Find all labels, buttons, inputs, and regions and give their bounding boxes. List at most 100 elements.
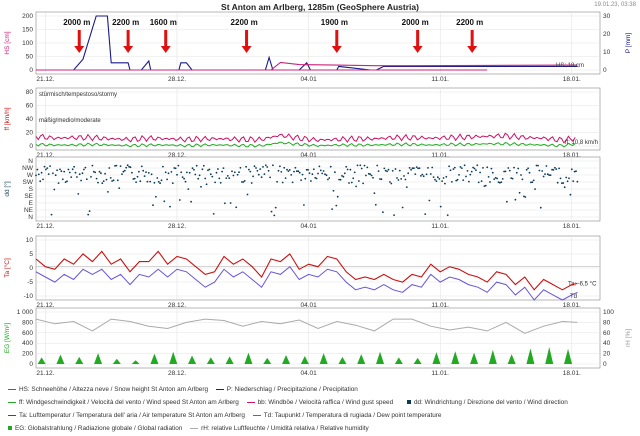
dd-point bbox=[401, 206, 404, 209]
dd-point bbox=[525, 168, 528, 171]
dd-point bbox=[335, 204, 338, 207]
dd-point bbox=[520, 174, 522, 176]
dd-point bbox=[66, 180, 68, 183]
dd-point bbox=[61, 178, 64, 181]
dd-point bbox=[169, 205, 171, 208]
dd-point bbox=[468, 180, 470, 183]
eg-peak bbox=[488, 349, 497, 364]
eg-peak bbox=[319, 353, 328, 364]
dd-point bbox=[297, 170, 300, 173]
dd-point bbox=[236, 173, 239, 176]
dd-point bbox=[551, 168, 553, 171]
dd-point bbox=[116, 179, 119, 182]
eg-peak bbox=[564, 348, 573, 364]
dd-point bbox=[215, 171, 218, 174]
dd-point bbox=[484, 184, 487, 187]
x-tick-label: 28.12. bbox=[168, 76, 186, 83]
td-swatch-icon bbox=[252, 414, 261, 416]
wind-y-label: ff [km/h] bbox=[4, 107, 11, 130]
dd-point bbox=[50, 213, 53, 216]
dd-point bbox=[532, 179, 535, 182]
dd-point bbox=[102, 180, 105, 183]
wind-speed-line bbox=[35, 141, 576, 148]
dd-point bbox=[135, 181, 138, 184]
dd-point bbox=[246, 193, 249, 196]
rad-y-tick: 600 bbox=[22, 330, 33, 337]
ta-line bbox=[35, 250, 578, 291]
legend-row-temp: Ta: Lufttemperatur / Temperatura dell' a… bbox=[8, 409, 638, 422]
wind-y-tick: 40 bbox=[26, 116, 34, 123]
dd-point bbox=[367, 172, 370, 175]
dd-point bbox=[352, 177, 355, 180]
eg-peak bbox=[545, 346, 554, 364]
dd-point bbox=[186, 171, 188, 174]
dd-point bbox=[472, 166, 474, 169]
x-tick-label: 21.12. bbox=[36, 370, 54, 377]
dd-point bbox=[214, 181, 217, 184]
dd-point bbox=[47, 173, 50, 176]
dd-point bbox=[418, 167, 421, 170]
dd-point bbox=[417, 167, 419, 170]
dd-point bbox=[139, 180, 142, 183]
dd-point bbox=[235, 206, 238, 209]
dd-point bbox=[363, 164, 366, 167]
dd-point bbox=[460, 167, 463, 170]
eg-swatch-icon bbox=[8, 426, 12, 431]
eg-peak bbox=[131, 360, 140, 364]
dd-point bbox=[365, 174, 367, 177]
dd-point bbox=[115, 164, 118, 167]
dd-point bbox=[510, 177, 513, 180]
chart-title: St Anton am Arlberg, 1285m (GeoSphere Au… bbox=[221, 2, 419, 12]
snowline-annotation: 1600 m bbox=[150, 18, 177, 27]
dd-point bbox=[431, 166, 434, 169]
rad-y-label: EG [W/m²] bbox=[4, 323, 11, 354]
dd-point bbox=[493, 178, 496, 181]
dd-point bbox=[528, 171, 531, 174]
temp-y-tick: 5 bbox=[29, 251, 33, 258]
dd-point bbox=[119, 165, 122, 168]
dd-point bbox=[269, 176, 271, 179]
radiation-panel bbox=[35, 307, 601, 369]
dd-point bbox=[445, 175, 448, 178]
x-tick-label: 21.12. bbox=[36, 302, 54, 309]
dd-point bbox=[263, 173, 266, 176]
legend-row-snow: HS: Schneehöhe / Altezza neve / Snow hei… bbox=[8, 383, 638, 396]
dd-point bbox=[188, 171, 191, 174]
dd-point bbox=[250, 182, 253, 184]
dd-point bbox=[101, 182, 104, 185]
dd-point bbox=[355, 185, 357, 188]
dd-point bbox=[407, 172, 410, 175]
snowline-annotation: 2200 m bbox=[112, 18, 139, 27]
dd-point bbox=[111, 180, 113, 182]
precip-y-tick: 0 bbox=[603, 67, 607, 74]
dd-point bbox=[87, 213, 90, 216]
dd-point bbox=[253, 165, 256, 168]
legend-row-wind: ff: Windgeschwindigkeit / Velocità del v… bbox=[8, 396, 638, 409]
dd-point bbox=[327, 178, 329, 181]
dd-point bbox=[156, 177, 159, 179]
dd-point bbox=[542, 175, 545, 178]
snow-y-label: HS [cm] bbox=[4, 31, 11, 54]
dd-point bbox=[414, 173, 417, 176]
dd-point bbox=[358, 180, 360, 182]
dd-point bbox=[387, 168, 390, 171]
snow-y-tick: 100 bbox=[22, 40, 33, 47]
dd-point bbox=[539, 206, 542, 209]
temp-y-tick: -5 bbox=[27, 279, 33, 286]
dd-point bbox=[576, 180, 579, 183]
dd-point bbox=[524, 196, 527, 198]
snow-y-tick: 150 bbox=[22, 27, 33, 34]
dd-point bbox=[442, 177, 445, 179]
dd-point bbox=[149, 180, 152, 183]
temp-y-tick: 10 bbox=[26, 237, 34, 244]
dd-point bbox=[434, 178, 436, 181]
dir-y-tick: S bbox=[29, 186, 34, 193]
temp-y-tick: -10 bbox=[24, 293, 34, 300]
temp-y-tick: 0 bbox=[29, 265, 33, 272]
dd-point bbox=[311, 173, 314, 176]
dd-point bbox=[284, 177, 287, 180]
x-tick-label: 21.12. bbox=[36, 223, 54, 230]
dd-point bbox=[245, 165, 248, 168]
x-tick-label: 21.12. bbox=[36, 76, 54, 83]
dd-point bbox=[453, 166, 456, 169]
